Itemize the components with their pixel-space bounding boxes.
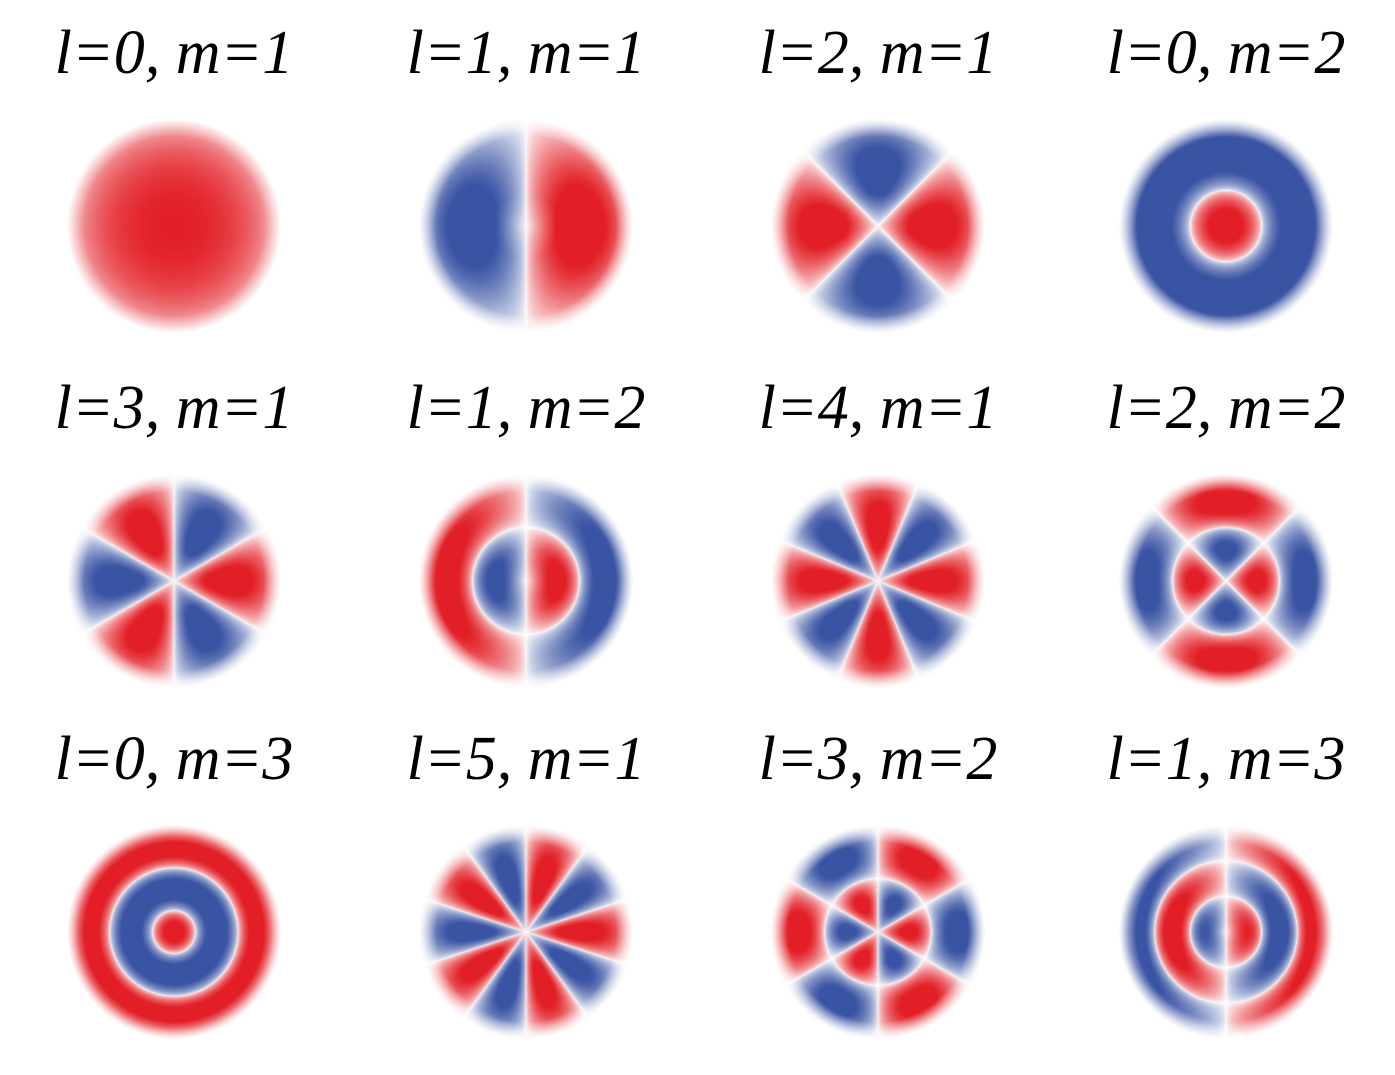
mode-cell: l=0, m=3 (0, 706, 348, 1061)
mode-label: l=1, m=3 (1106, 725, 1346, 793)
mode-cell: l=0, m=1 (0, 0, 348, 355)
mode-pattern (418, 824, 634, 1040)
mode-label: l=1, m=1 (406, 19, 646, 87)
mode-cell: l=2, m=1 (704, 0, 1052, 355)
mode-label: l=0, m=1 (54, 19, 294, 87)
mode-pattern (770, 118, 986, 334)
mode-cell: l=5, m=1 (352, 706, 700, 1061)
mode-label: l=2, m=1 (758, 19, 998, 87)
mode-pattern (66, 473, 282, 689)
mode-label: l=3, m=2 (758, 725, 998, 793)
mode-cell: l=1, m=2 (352, 355, 700, 710)
mode-cell: l=0, m=2 (1052, 0, 1395, 355)
mode-pattern (1118, 824, 1334, 1040)
mode-pattern (770, 473, 986, 689)
mode-label: l=2, m=2 (1106, 374, 1346, 442)
mode-label: l=1, m=2 (406, 374, 646, 442)
mode-pattern (1118, 118, 1334, 334)
mode-pattern (66, 118, 282, 334)
mode-label: l=4, m=1 (758, 374, 998, 442)
mode-pattern (66, 824, 282, 1040)
mode-pattern (418, 473, 634, 689)
mode-cell: l=3, m=1 (0, 355, 348, 710)
mode-cell: l=1, m=3 (1052, 706, 1395, 1061)
mode-cell: l=4, m=1 (704, 355, 1052, 710)
mode-label: l=0, m=3 (54, 725, 294, 793)
mode-label: l=5, m=1 (406, 725, 646, 793)
mode-cell: l=1, m=1 (352, 0, 700, 355)
mode-cell: l=2, m=2 (1052, 355, 1395, 710)
mode-cell: l=3, m=2 (704, 706, 1052, 1061)
mode-pattern (418, 118, 634, 334)
mode-pattern (770, 824, 986, 1040)
mode-label: l=0, m=2 (1106, 19, 1346, 87)
mode-pattern (1118, 473, 1334, 689)
mode-label: l=3, m=1 (54, 374, 294, 442)
